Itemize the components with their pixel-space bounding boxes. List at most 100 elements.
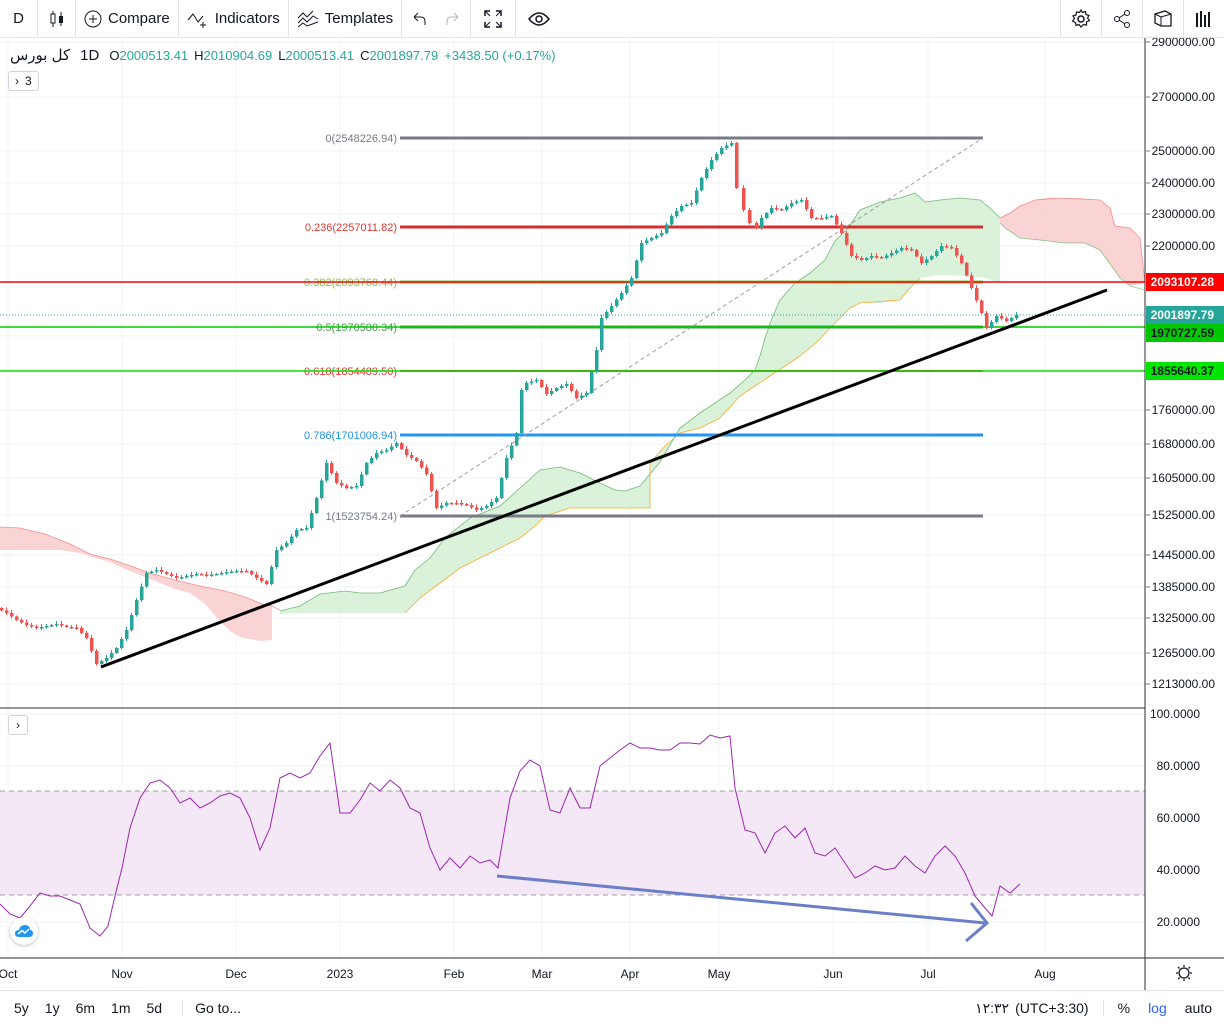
percent-toggle[interactable]: % [1117,1000,1131,1016]
candle-body [595,350,599,372]
time-tick: Jul [920,967,935,981]
indicators-button[interactable]: Indicators [179,0,289,38]
fib-label-0: 0(2548226.94) [325,133,397,145]
candle-body [170,574,174,576]
indicators-collapse-button[interactable]: › 3 [8,71,39,91]
templates-button[interactable]: Templates [289,0,403,38]
candlesticks [0,141,1019,666]
candle-body [720,148,724,154]
clock-time: ۱۲:۳۲ [975,999,1010,1016]
candle-body [540,380,544,387]
candle-body [165,572,169,574]
candle-body [515,433,519,446]
low-value: 2000513.41 [285,47,355,63]
symbol-name[interactable]: کل بورس [10,47,71,64]
candle-body [0,608,4,611]
candle-body [895,250,899,253]
candle-body [5,610,9,613]
candle-body [285,543,289,547]
goto-button[interactable]: Go to... [182,999,253,1016]
candle-body [315,498,319,513]
price-tick: 1445000.00 [1152,548,1216,562]
candle-body [370,458,374,463]
low-key: L [278,47,286,63]
rsi-tick: 40.0000 [1157,863,1201,877]
close-key: C [360,47,370,63]
price-tick: 2300000.00 [1152,207,1216,221]
chart-type-button[interactable] [38,0,76,38]
candle-body [970,275,974,288]
range-5y[interactable]: 5y [14,999,29,1016]
time-tick: 2023 [327,967,354,981]
candle-body [925,259,929,263]
range-1y[interactable]: 1y [44,999,60,1016]
candle-body [195,574,199,576]
auto-toggle[interactable]: auto [1184,1000,1212,1016]
candle-body [150,571,154,573]
candle-body [80,628,84,633]
fullscreen-button[interactable] [471,0,517,38]
visibility-button[interactable] [516,0,562,38]
undo-button[interactable] [402,0,436,38]
candle-body [440,505,444,508]
rsi-pane[interactable] [0,734,1145,943]
candle-body [900,248,904,251]
candle-body [545,387,549,394]
trend-line[interactable] [100,288,1108,669]
compare-button[interactable]: Compare [76,0,179,38]
chart-canvas[interactable]: 0(2548226.94) 0.236(2257011.82) 0.382(20… [0,38,1224,990]
candle-body [1000,316,1004,319]
candle-body [950,247,954,249]
candle-body [275,550,279,567]
main-pane[interactable] [0,38,1145,708]
symbol-button-label: D [13,10,24,27]
price-tick: 2700000.00 [1152,90,1216,104]
candle-body [1005,318,1009,321]
candle-body [385,450,389,452]
candle-body [15,616,19,620]
price-tick: 1325000.00 [1152,611,1216,625]
tradingview-logo[interactable] [10,917,38,945]
candle-body [610,306,614,312]
price-tick: 1213000.00 [1152,677,1216,691]
rsi-line [0,734,1021,937]
share-button[interactable] [1101,0,1142,38]
rsi-tick: 60.0000 [1157,811,1201,825]
price-axis[interactable] [1145,38,1224,990]
candle-body [705,169,709,178]
range-1m[interactable]: 1m [111,999,131,1016]
axis-settings-button[interactable] [1176,965,1192,981]
candle-body [280,546,284,550]
symbol-button[interactable]: D [0,0,38,38]
redo-button[interactable] [436,0,472,38]
time-tick: Nov [111,967,132,981]
candle-body [560,386,564,388]
price-tick: 1605000.00 [1152,471,1216,485]
rsi-collapse-button[interactable]: › [8,715,28,735]
snapshot-button[interactable] [1142,0,1183,38]
price-marker-label: 1970727.59 [1151,326,1215,340]
candle-body [120,639,124,648]
timeframe[interactable]: 1D [80,46,100,64]
range-6m[interactable]: 6m [75,999,96,1016]
log-toggle[interactable]: log [1148,1000,1167,1016]
candle-body [825,217,829,219]
timezone-button[interactable]: (UTC+3:30) [1013,1000,1104,1016]
bars-icon [1196,11,1210,27]
candle-body [980,300,984,313]
cloud-red-left [0,527,272,641]
time-axis[interactable]: Oct Nov Dec 2023 Feb Mar Apr May Jun Jul Aug [0,967,1056,981]
settings-button[interactable] [1060,0,1101,38]
candle-body [710,160,714,169]
close-value: 2001897.79 [369,47,439,63]
candle-body [670,216,674,225]
bars-button[interactable] [1183,0,1224,38]
rsi-tick: 100.0000 [1150,707,1200,721]
candle-body [180,577,184,579]
candle-body [305,528,309,530]
candle-body [415,458,419,461]
range-5d[interactable]: 5d [146,999,163,1016]
candle-body [930,256,934,260]
candle-body [805,200,809,209]
fib-label-0382: 0.382(2093768.44) [304,277,397,289]
